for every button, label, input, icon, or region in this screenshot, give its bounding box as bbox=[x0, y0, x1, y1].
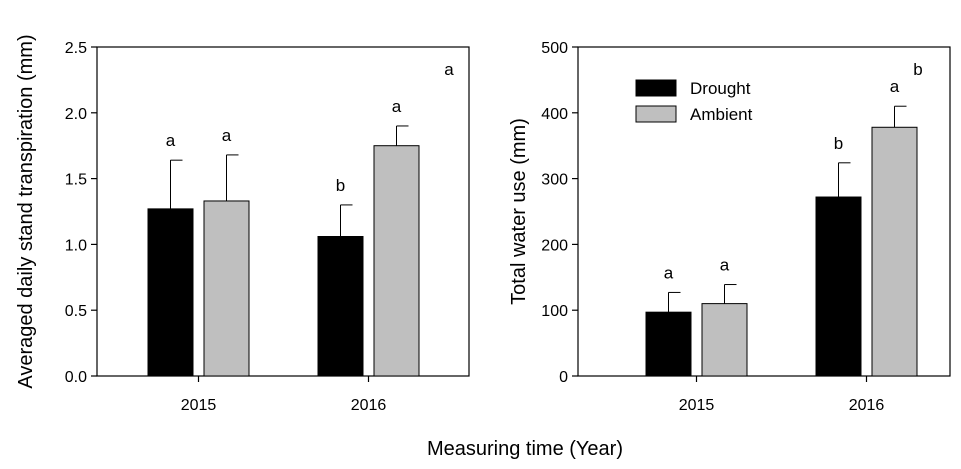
panel-a-bar-drought bbox=[317, 236, 364, 377]
panel-b-bar-drought bbox=[815, 196, 862, 377]
panel-a-y-tick-label: 2.5 bbox=[65, 40, 87, 57]
panel-b-significance-letter: a bbox=[890, 77, 900, 96]
panel-a: 0.0 0.5 1.0 1.5 2.0 2.5 2015 2016 a b a a Averaged d… bbox=[15, 34, 470, 414]
panel-a-bar-drought bbox=[147, 208, 194, 377]
panel-a-y-axis-label: Averaged daily stand transpiration (mm) bbox=[15, 34, 37, 388]
panel-a-significance-letter: b bbox=[336, 176, 345, 195]
shared-x-axis-label: Measuring time (Year) bbox=[427, 438, 623, 460]
panel-b-y-tick-label: 300 bbox=[541, 172, 568, 189]
panel-b-y-axis-label: Total water use (mm) bbox=[508, 118, 530, 305]
panel-a-bar-ambient bbox=[373, 145, 420, 377]
panel-b-significance-letter: a bbox=[664, 263, 674, 282]
panel-b-bar-ambient bbox=[701, 303, 748, 377]
panel-a-plot-frame bbox=[96, 46, 470, 377]
panel-b-significance-letter: a bbox=[720, 256, 730, 275]
legend-swatch-ambient bbox=[635, 105, 677, 123]
panel-a-y-tick-label: 0.0 bbox=[65, 369, 87, 386]
panel-b-x-tick-label: 2016 bbox=[849, 397, 885, 414]
panel-b-y-tick-label: 100 bbox=[541, 303, 568, 320]
panel-b-x-tick-label: 2015 bbox=[679, 397, 715, 414]
panel-a-panel-letter: a bbox=[444, 60, 454, 79]
legend-label-ambient: Ambient bbox=[690, 105, 753, 124]
panel-a-x-tick-label: 2016 bbox=[351, 397, 387, 414]
panel-a-y-tick-label: 0.5 bbox=[65, 303, 87, 320]
panel-b-legend: Drought Ambient bbox=[635, 79, 753, 124]
panel-b-y-tick-label: 400 bbox=[541, 106, 568, 123]
panel-a-significance-letter: a bbox=[222, 126, 232, 145]
panel-b-y-tick-label: 500 bbox=[541, 40, 568, 57]
panel-b-y-tick-label: 200 bbox=[541, 237, 568, 254]
panel-b-bar-ambient bbox=[871, 126, 918, 377]
panel-b-bar-drought bbox=[645, 311, 692, 377]
panel-a-y-tick-label: 2.0 bbox=[65, 106, 87, 123]
panel-b-plot-frame bbox=[577, 46, 951, 377]
panel-a-y-tick-label: 1.0 bbox=[65, 237, 87, 254]
panel-a-significance-letter: a bbox=[392, 97, 402, 116]
panel-a-x-tick-label: 2015 bbox=[181, 397, 217, 414]
panel-a-bar-ambient bbox=[203, 200, 250, 377]
legend-swatch-drought bbox=[635, 79, 677, 97]
panel-b-significance-letter: b bbox=[834, 134, 843, 153]
panel-a-significance-letter: a bbox=[166, 131, 176, 150]
panel-b-panel-letter: b bbox=[913, 60, 922, 79]
legend-label-drought: Drought bbox=[690, 79, 751, 98]
panel-a-y-tick-label: 1.5 bbox=[65, 172, 87, 189]
panel-b-y-tick-label: 0 bbox=[559, 369, 568, 386]
